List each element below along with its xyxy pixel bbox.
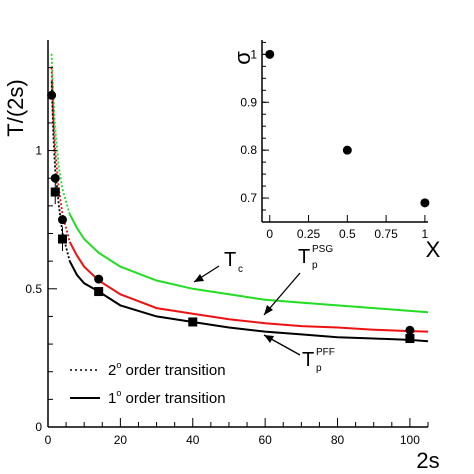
inset-x-tick-label: 0 xyxy=(266,227,273,241)
series-TpPSG-dotted xyxy=(50,67,71,243)
annotation-tp-psg: T p PSG xyxy=(263,244,333,316)
series-Tc-dotted xyxy=(50,53,71,215)
legend-entry-1-b: order transition xyxy=(121,362,225,379)
inset-y-tick-label: 0.9 xyxy=(240,95,257,109)
inset-y-axis-title: σ xyxy=(230,51,255,65)
inset-points-group xyxy=(265,49,430,208)
annotation-tp-psg-sup: PSG xyxy=(312,244,333,255)
series-TpPFF-line xyxy=(68,260,429,343)
annotation-tp-pff-sub: p xyxy=(316,363,322,374)
inset-data-point xyxy=(342,145,352,155)
data-point-circle xyxy=(57,215,67,225)
x-tick-label: 0 xyxy=(45,433,52,447)
data-point-square xyxy=(94,287,104,297)
y-tick-label: 0.5 xyxy=(25,282,42,296)
main-points-group xyxy=(47,90,415,344)
data-point-circle xyxy=(50,173,60,183)
inset-x-tick-label: 0.25 xyxy=(297,227,321,241)
legend-entry-1: 2o order transition xyxy=(108,360,226,379)
inset-ticks-group: 0 0.25 0.5 0.75 1 0.7 0.8 0.9 1 xyxy=(240,41,429,241)
x-tick-label: 80 xyxy=(331,433,345,447)
inset-plot-frame xyxy=(261,40,428,223)
data-point-square xyxy=(188,317,198,327)
series-TpPSG-line xyxy=(68,241,429,333)
legend-entry-2-sup: o xyxy=(116,388,121,398)
inset-y-tick-label: 1 xyxy=(250,47,257,61)
x-tick-label: 60 xyxy=(258,433,272,447)
inset-x-tick-label: 1 xyxy=(422,227,429,241)
annotation-tp-pff: T p PFF xyxy=(263,334,335,374)
legend-entry-2-b: order transition xyxy=(121,390,225,407)
data-point-circle xyxy=(94,274,104,284)
annotation-tc-arrowhead xyxy=(194,274,204,282)
inset-data-point xyxy=(265,49,275,59)
legend-entry-1-sup: o xyxy=(116,360,121,370)
inset-x-tick-label: 0.5 xyxy=(339,227,356,241)
y-tick-label: 1 xyxy=(35,144,42,158)
series-TpPFF-dotted xyxy=(50,81,71,262)
inset-y-tick-label: 0.8 xyxy=(240,143,257,157)
annotation-tp-psg-arrowhead xyxy=(264,305,273,315)
inset-background xyxy=(234,40,430,240)
legend-entry-2: 1o order transition xyxy=(108,388,226,407)
annotation-tc-sub: c xyxy=(238,264,243,275)
legend-entry-1-a: 2 xyxy=(108,362,116,379)
inset-data-point xyxy=(420,198,430,208)
main-series-group xyxy=(50,53,429,343)
annotation-tc-label: T xyxy=(224,249,236,271)
inset-x-tick-label: 0.75 xyxy=(374,227,398,241)
x-tick-label: 100 xyxy=(400,433,420,447)
y-tick-label: 0 xyxy=(35,420,42,434)
inset-x-axis-title: X xyxy=(426,237,441,262)
annotation-tp-pff-label: T xyxy=(302,349,314,371)
data-point-square xyxy=(405,334,415,344)
annotation-tp-psg-label: T xyxy=(298,246,310,268)
annotation-tp-psg-sub: p xyxy=(312,260,318,271)
x-axis-title: 2s xyxy=(416,448,439,473)
series-Tc-line xyxy=(68,213,429,314)
annotation-tp-pff-arrowhead xyxy=(264,335,274,343)
y-axis-title: T/(2s) xyxy=(3,79,28,136)
inset-y-tick-label: 0.7 xyxy=(240,191,257,205)
annotation-tp-pff-sup: PFF xyxy=(316,347,335,358)
x-tick-label: 40 xyxy=(186,433,200,447)
data-point-circle xyxy=(405,325,415,335)
x-tick-label: 20 xyxy=(114,433,128,447)
annotation-tc: T c xyxy=(193,249,243,283)
legend: 2o order transition 1o order transition xyxy=(70,360,226,407)
legend-entry-2-a: 1 xyxy=(108,390,116,407)
